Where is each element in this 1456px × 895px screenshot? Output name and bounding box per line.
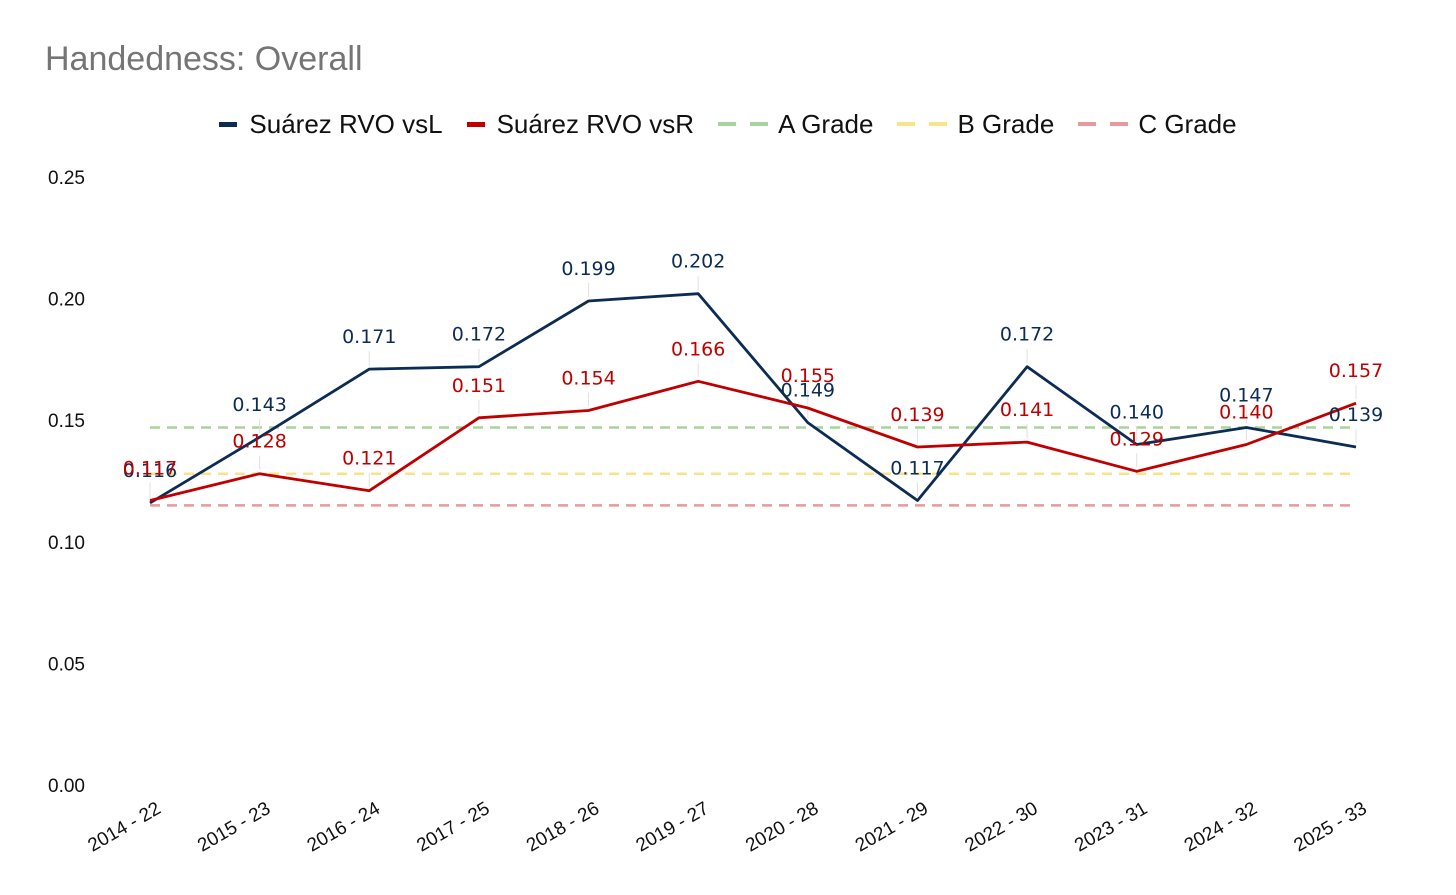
x-tick-label: 2019 - 27: [633, 798, 713, 856]
legend-swatch-b-grade: [897, 122, 948, 126]
data-label: 0.139: [1329, 404, 1383, 426]
data-label: 0.143: [232, 394, 286, 416]
y-tick-label: 0.25: [48, 168, 85, 189]
series-line-1: [149, 379, 1357, 502]
data-label: 0.129: [1110, 428, 1164, 450]
legend-item-c-grade[interactable]: C Grade: [1078, 108, 1237, 140]
x-tick-label: 2022 - 30: [962, 798, 1042, 856]
data-label: 0.121: [342, 448, 396, 470]
legend-swatch-c-grade: [1078, 122, 1129, 126]
y-tick-label: 0.10: [48, 533, 85, 554]
x-tick-label: 2016 - 24: [304, 798, 384, 857]
data-label: 0.199: [561, 258, 615, 280]
legend-item-a-grade[interactable]: A Grade: [718, 109, 873, 140]
y-tick-label: 0.15: [48, 411, 85, 432]
legend-swatch-vsr: [466, 121, 485, 127]
x-tick-label: 2018 - 26: [523, 798, 603, 856]
data-label: 0.151: [452, 375, 506, 397]
data-label: 0.141: [1000, 399, 1054, 421]
data-label: 0.128: [232, 431, 286, 453]
data-label: 0.171: [342, 326, 396, 348]
x-tick-label: 2025 - 33: [1290, 798, 1370, 856]
legend-item-vsr[interactable]: Suárez RVO vsR: [466, 108, 695, 140]
x-tick-label: 2015 - 23: [194, 798, 274, 856]
legend-label-vsr: Suárez RVO vsR: [496, 108, 695, 139]
data-label: 0.172: [1000, 324, 1054, 346]
data-label: 0.202: [671, 251, 725, 273]
legend-item-vsl[interactable]: Suárez RVO vsL: [219, 108, 443, 140]
x-tick-label: 2020 - 28: [742, 798, 822, 856]
data-label: 0.140: [1110, 402, 1164, 424]
x-tick-label: 2023 - 31: [1071, 798, 1151, 856]
legend-label-vsl: Suárez RVO vsL: [249, 108, 443, 139]
data-label: 0.154: [561, 367, 615, 389]
y-tick-label: 0.00: [48, 776, 85, 797]
data-label: 0.155: [781, 365, 835, 387]
data-label: 0.117: [890, 457, 944, 479]
legend-swatch-a-grade: [718, 122, 769, 126]
legend-label-a-grade: A Grade: [778, 108, 874, 139]
x-tick-label: 2024 - 32: [1181, 798, 1261, 856]
data-label: 0.139: [890, 404, 944, 426]
data-label: 0.166: [671, 338, 725, 360]
x-tick-label: 2014 - 22: [84, 798, 164, 856]
data-label: 0.157: [1329, 360, 1383, 382]
data-label: 0.147: [1219, 384, 1273, 406]
x-tick-label: 2021 - 29: [852, 798, 932, 856]
data-label: 0.172: [452, 324, 506, 346]
data-label: 0.117: [123, 457, 177, 479]
y-tick-label: 0.05: [48, 654, 85, 675]
legend-label-b-grade: B Grade: [957, 108, 1055, 139]
series-line-0: [149, 292, 1357, 505]
x-tick-label: 2017 - 25: [413, 798, 493, 856]
legend: Suárez RVO vsL Suárez RVO vsR A Grade B …: [0, 106, 1456, 142]
legend-item-b-grade[interactable]: B Grade: [897, 109, 1054, 140]
chart-title: Handedness: Overall: [45, 40, 363, 78]
data-label: 0.116: [123, 460, 177, 482]
legend-swatch-vsl: [219, 121, 238, 127]
y-tick-label: 0.20: [48, 290, 85, 311]
legend-label-c-grade: C Grade: [1138, 108, 1237, 139]
data-label: 0.149: [781, 380, 835, 402]
data-label: 0.140: [1219, 402, 1273, 424]
